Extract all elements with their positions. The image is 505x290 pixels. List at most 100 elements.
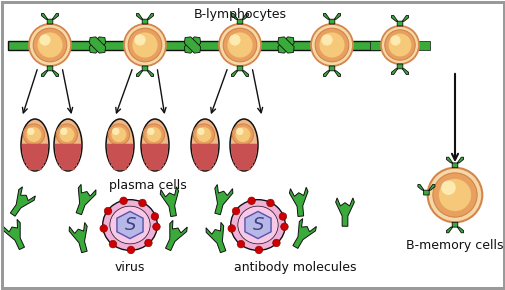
- FancyBboxPatch shape: [191, 144, 218, 148]
- Ellipse shape: [21, 119, 49, 171]
- Ellipse shape: [103, 200, 157, 250]
- FancyBboxPatch shape: [142, 151, 167, 156]
- FancyBboxPatch shape: [231, 151, 256, 156]
- Circle shape: [266, 199, 274, 207]
- Circle shape: [111, 127, 126, 142]
- Circle shape: [389, 35, 400, 46]
- Polygon shape: [231, 66, 248, 77]
- Circle shape: [59, 127, 74, 142]
- Text: $\it{S}$: $\it{S}$: [123, 216, 136, 234]
- Ellipse shape: [190, 119, 219, 171]
- Polygon shape: [323, 14, 340, 24]
- Polygon shape: [277, 37, 293, 53]
- Polygon shape: [277, 37, 293, 53]
- Circle shape: [272, 239, 280, 247]
- Circle shape: [255, 246, 262, 254]
- Circle shape: [219, 24, 261, 66]
- Circle shape: [153, 223, 160, 231]
- FancyBboxPatch shape: [144, 158, 165, 163]
- Circle shape: [33, 28, 67, 62]
- Circle shape: [138, 199, 146, 207]
- FancyBboxPatch shape: [237, 166, 250, 170]
- Ellipse shape: [237, 206, 278, 244]
- Polygon shape: [136, 14, 153, 24]
- Polygon shape: [41, 66, 59, 77]
- Circle shape: [321, 34, 332, 46]
- Polygon shape: [391, 15, 408, 26]
- Circle shape: [26, 127, 41, 142]
- FancyBboxPatch shape: [24, 158, 45, 163]
- Ellipse shape: [54, 119, 82, 171]
- Circle shape: [380, 26, 418, 64]
- Polygon shape: [10, 187, 35, 216]
- FancyBboxPatch shape: [26, 162, 44, 166]
- Polygon shape: [76, 184, 96, 215]
- FancyBboxPatch shape: [145, 162, 164, 166]
- FancyBboxPatch shape: [113, 166, 126, 170]
- FancyBboxPatch shape: [108, 151, 132, 156]
- Polygon shape: [69, 222, 87, 253]
- Polygon shape: [215, 184, 232, 215]
- Circle shape: [112, 128, 119, 135]
- FancyBboxPatch shape: [57, 158, 78, 163]
- Polygon shape: [292, 219, 316, 249]
- Circle shape: [27, 128, 34, 135]
- Polygon shape: [89, 37, 106, 53]
- FancyBboxPatch shape: [108, 155, 131, 159]
- Circle shape: [127, 246, 134, 254]
- FancyBboxPatch shape: [55, 147, 81, 152]
- FancyBboxPatch shape: [22, 144, 48, 148]
- Polygon shape: [206, 222, 225, 253]
- FancyBboxPatch shape: [143, 155, 167, 159]
- FancyBboxPatch shape: [28, 166, 41, 170]
- Circle shape: [223, 28, 257, 62]
- Text: $\it{S}$: $\it{S}$: [251, 216, 264, 234]
- FancyBboxPatch shape: [192, 151, 217, 156]
- FancyBboxPatch shape: [8, 41, 379, 50]
- Polygon shape: [117, 211, 143, 239]
- FancyBboxPatch shape: [107, 144, 133, 148]
- Circle shape: [279, 213, 286, 220]
- Circle shape: [29, 24, 71, 66]
- Circle shape: [39, 34, 50, 46]
- FancyBboxPatch shape: [2, 2, 503, 288]
- Polygon shape: [89, 37, 106, 53]
- Circle shape: [319, 32, 344, 58]
- FancyBboxPatch shape: [148, 166, 161, 170]
- FancyBboxPatch shape: [56, 151, 80, 156]
- Polygon shape: [445, 157, 463, 168]
- FancyBboxPatch shape: [107, 147, 133, 152]
- Circle shape: [384, 30, 415, 60]
- Circle shape: [60, 128, 67, 135]
- FancyBboxPatch shape: [233, 158, 254, 163]
- Circle shape: [56, 124, 77, 145]
- FancyBboxPatch shape: [23, 155, 46, 159]
- FancyBboxPatch shape: [230, 144, 257, 148]
- Circle shape: [104, 207, 112, 215]
- Circle shape: [144, 239, 152, 247]
- Polygon shape: [160, 187, 178, 217]
- Circle shape: [236, 128, 243, 135]
- Circle shape: [227, 225, 235, 232]
- FancyBboxPatch shape: [55, 144, 81, 148]
- Circle shape: [100, 225, 108, 232]
- FancyBboxPatch shape: [198, 166, 211, 170]
- FancyBboxPatch shape: [141, 144, 168, 148]
- Ellipse shape: [106, 119, 134, 171]
- FancyBboxPatch shape: [369, 41, 429, 50]
- FancyBboxPatch shape: [22, 147, 48, 152]
- Text: virus: virus: [115, 261, 145, 274]
- Circle shape: [311, 24, 352, 66]
- FancyBboxPatch shape: [194, 158, 215, 163]
- Circle shape: [196, 127, 211, 142]
- Ellipse shape: [230, 119, 258, 171]
- Circle shape: [128, 28, 162, 62]
- FancyBboxPatch shape: [23, 151, 47, 156]
- Circle shape: [247, 197, 255, 204]
- Polygon shape: [184, 37, 200, 53]
- Circle shape: [427, 168, 481, 222]
- Circle shape: [232, 207, 239, 215]
- Circle shape: [108, 124, 129, 145]
- Ellipse shape: [230, 200, 285, 250]
- Polygon shape: [3, 219, 24, 250]
